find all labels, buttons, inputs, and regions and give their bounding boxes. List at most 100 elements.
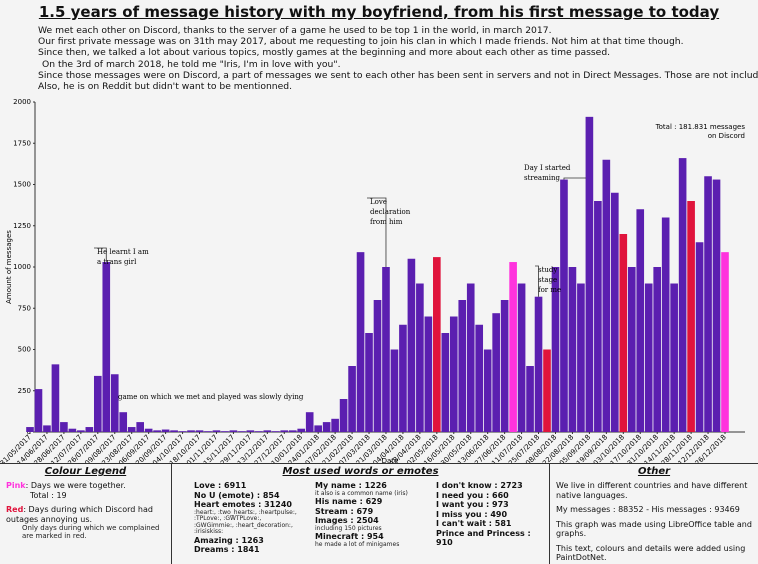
word-item: I don't know : 2723 [436,481,523,490]
bar [93,375,102,432]
bar [127,427,136,432]
bar [322,422,331,432]
other-line: We live in different countries and have … [556,481,748,500]
word-column: My name : 1226 it also is a common name (… [315,481,422,555]
bar [280,430,289,432]
word-columns: Love : 6911 No U (emote) : 854 Heart emote… [178,481,543,555]
bar [577,283,585,432]
bar [212,430,221,432]
y-tick-label: 1250 [13,222,31,230]
annotation: Love [370,198,387,206]
word-item: Minecraft : 954 [315,532,384,541]
bar [34,389,43,432]
x-axis-label: Date [382,457,399,463]
bar [399,324,407,432]
bar [644,283,653,432]
red-text: : Days during which Discord had outages … [6,505,153,524]
bar [60,422,68,432]
word-item: Stream : 679 [315,506,374,516]
other-line: This graph was made using LibreOffice ta… [556,519,752,539]
red-row: Red: Days during which Discord had outag… [6,505,165,524]
bar [305,412,314,432]
bar [221,431,229,432]
word-column: Love : 6911 No U (emote) : 854 Heart emote… [194,481,301,555]
word-note: :heart:, :two_hearts:, :heartpulse:, :TP… [194,508,297,535]
y-tick-label: 1500 [13,181,31,189]
bar [611,192,619,432]
word-note: he made a lot of minigames [315,540,400,548]
bar [534,296,543,432]
total: Total : 181.831 messages [655,123,746,131]
bar [670,283,678,432]
word-item: I can't wait : 581 [436,519,512,528]
y-axis-label: Amount of messages [5,230,13,304]
bar [136,422,144,432]
annotation: stage [538,276,557,284]
bar [466,283,475,432]
bar [407,258,416,432]
bar [687,201,695,432]
panels: Colour Legend Pink: Days we were togethe… [0,463,758,564]
other-title: Other [637,466,671,477]
bar [424,316,433,432]
bar [560,179,568,432]
word-item: No U (emote) : 854 [194,490,280,500]
bar [204,431,212,432]
word-item: Dreams : 1841 [194,545,260,554]
bar [255,431,263,432]
intro-line: Also, he is on Reddit but didn't want to… [38,81,293,93]
bar [458,300,467,432]
word-note: including 150 pictures [315,524,382,532]
word-item: His name : 629 [315,497,383,506]
bar [449,316,458,432]
word-item: Heart emotes : 31240 [194,500,292,509]
bar [433,257,441,432]
word-item: Prince and Princess : 910 [436,528,531,548]
bar [187,430,195,432]
bar [712,179,721,432]
annotation: a trans girl [97,258,137,266]
intro: We met each other on Discord, thanks to … [38,25,758,92]
pink-row: Pink: Days we were together. [6,481,165,491]
bar [144,428,153,432]
bar [297,428,306,432]
bar [602,159,611,432]
bar [390,349,399,432]
bar [661,217,670,432]
intro-line: Our first private message was on 31th ma… [38,36,684,48]
bar [229,430,238,432]
bar [246,430,255,432]
annotation: He learnt I am [97,248,149,256]
bar [314,425,322,432]
bar [483,349,492,432]
bar [195,430,204,432]
annotation-line [367,197,387,267]
bar [238,431,246,432]
pink-key: Pink [6,481,26,490]
bar [153,430,161,432]
bar [102,262,111,432]
bar [678,158,687,432]
bar [178,431,187,432]
other-line: My messages : 88352 - His messages : 934… [556,505,740,514]
bar [271,431,280,432]
bar [636,209,645,432]
bar [475,324,484,432]
words-panel: Most used words or emotes Love : 6911 No … [172,464,550,564]
annotation: Day I started [524,164,571,172]
y-tick-label: 250 [18,387,31,395]
annotation-line [535,265,539,297]
y-tick-label: 750 [18,304,31,312]
y-tick-label: 500 [18,346,31,354]
intro-line: On the 3rd of march 2018, he told me "Ir… [42,58,341,70]
bar [263,430,272,432]
annotation: streaming [524,174,560,182]
bar [619,234,628,432]
bar [110,374,119,432]
legend-panel: Colour Legend Pink: Days we were togethe… [0,464,172,564]
word-item: I want you : 973 [436,500,509,509]
intro-line: We met each other on Discord, thanks to … [38,25,552,36]
word-item: Images : 2504 [315,516,379,525]
annotation: game on which we met and played was slow… [118,393,304,401]
